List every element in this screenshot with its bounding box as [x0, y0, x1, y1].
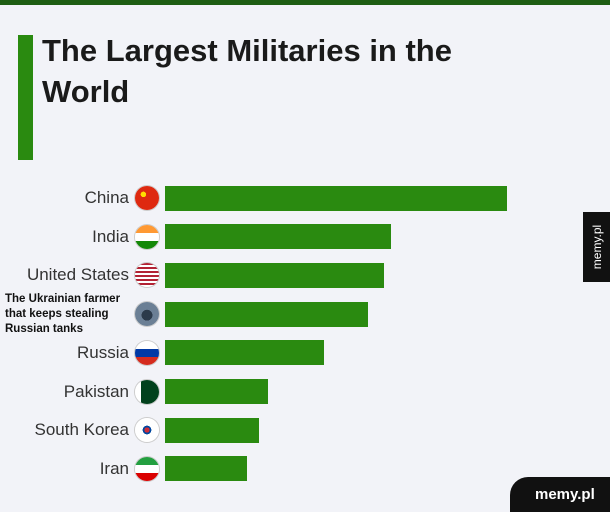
flag-icon — [135, 263, 159, 288]
bar — [165, 417, 259, 443]
y-tick-label: United States — [26, 265, 129, 285]
side-watermark: memy.pl — [583, 212, 610, 282]
top-bar — [0, 0, 610, 5]
bar — [165, 379, 268, 404]
chart-title: The Largest Militaries in the World — [42, 33, 452, 109]
flag-icon — [135, 379, 159, 404]
y-tick-label: China — [84, 188, 129, 207]
bar — [165, 340, 324, 366]
watermark-text: memy.pl — [589, 224, 604, 270]
corner-watermark: memy.pl — [510, 477, 610, 512]
bar — [165, 262, 384, 288]
bar — [165, 301, 368, 327]
flag-icon — [135, 224, 159, 249]
y-tick-label: The Ukrainian farmer that keeps stealing… — [5, 292, 121, 335]
y-tick-label: India — [92, 226, 129, 246]
flag-icon — [135, 340, 159, 365]
y-tick-label: Pakistan — [63, 381, 129, 401]
bar — [165, 456, 247, 482]
bar — [165, 224, 391, 250]
y-tick-label: Russia — [77, 342, 129, 362]
bar — [165, 185, 507, 211]
flag-icon — [135, 418, 159, 443]
title-accent — [18, 35, 33, 160]
flag-icon — [135, 302, 159, 327]
flag-icon — [135, 186, 159, 210]
y-tick-label: Iran — [99, 458, 129, 478]
flag-icon — [135, 456, 159, 481]
y-tick-label: South Korea — [34, 420, 129, 440]
